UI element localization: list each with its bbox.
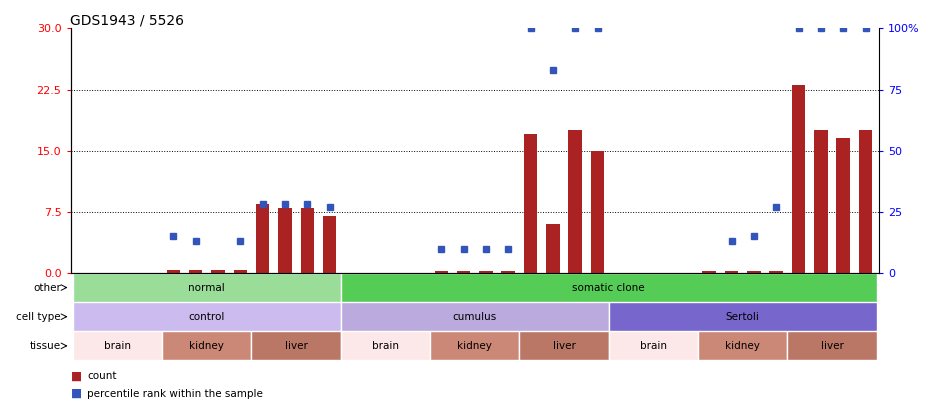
Text: brain: brain <box>372 341 399 351</box>
Bar <box>189 270 202 273</box>
Text: kidney: kidney <box>457 341 493 351</box>
Text: count: count <box>87 371 117 381</box>
Bar <box>479 271 493 273</box>
Text: brain: brain <box>640 341 666 351</box>
Text: cell type: cell type <box>16 312 61 322</box>
Text: other: other <box>33 283 61 292</box>
Bar <box>322 216 337 273</box>
Bar <box>591 151 604 273</box>
Bar <box>770 271 783 273</box>
Bar <box>278 208 291 273</box>
Text: liver: liver <box>553 341 575 351</box>
Bar <box>72 331 162 360</box>
Text: control: control <box>189 312 225 322</box>
Text: liver: liver <box>285 341 307 351</box>
Text: somatic clone: somatic clone <box>572 283 645 292</box>
Bar <box>609 331 698 360</box>
Text: tissue: tissue <box>30 341 61 351</box>
Bar <box>457 271 470 273</box>
Bar <box>791 85 806 273</box>
Bar <box>162 331 251 360</box>
Bar <box>340 302 609 331</box>
Bar <box>814 130 827 273</box>
Text: Sertoli: Sertoli <box>726 312 760 322</box>
Bar <box>233 270 247 273</box>
Bar <box>520 331 609 360</box>
Bar <box>502 271 515 273</box>
Bar <box>72 302 340 331</box>
Text: kidney: kidney <box>189 341 224 351</box>
Text: percentile rank within the sample: percentile rank within the sample <box>87 389 263 399</box>
Text: ■: ■ <box>70 369 82 382</box>
Bar <box>251 331 340 360</box>
Text: cumulus: cumulus <box>452 312 497 322</box>
Bar <box>569 130 582 273</box>
Bar <box>524 134 538 273</box>
Bar <box>430 331 520 360</box>
Bar <box>212 270 225 273</box>
Bar <box>546 224 559 273</box>
Bar <box>859 130 872 273</box>
Bar <box>702 271 716 273</box>
Bar <box>747 271 760 273</box>
Text: ■: ■ <box>70 387 82 400</box>
Bar <box>698 331 788 360</box>
Text: GDS1943 / 5526: GDS1943 / 5526 <box>70 13 184 27</box>
Bar <box>609 302 877 331</box>
Text: brain: brain <box>104 341 131 351</box>
Bar <box>72 273 340 302</box>
Bar <box>166 270 180 273</box>
Text: normal: normal <box>188 283 225 292</box>
Bar <box>340 331 430 360</box>
Text: liver: liver <box>821 341 843 351</box>
Text: kidney: kidney <box>726 341 760 351</box>
Bar <box>725 271 738 273</box>
Bar <box>256 204 269 273</box>
Bar <box>434 271 447 273</box>
Bar <box>340 273 877 302</box>
Bar <box>301 208 314 273</box>
Bar <box>788 331 877 360</box>
Bar <box>837 139 850 273</box>
